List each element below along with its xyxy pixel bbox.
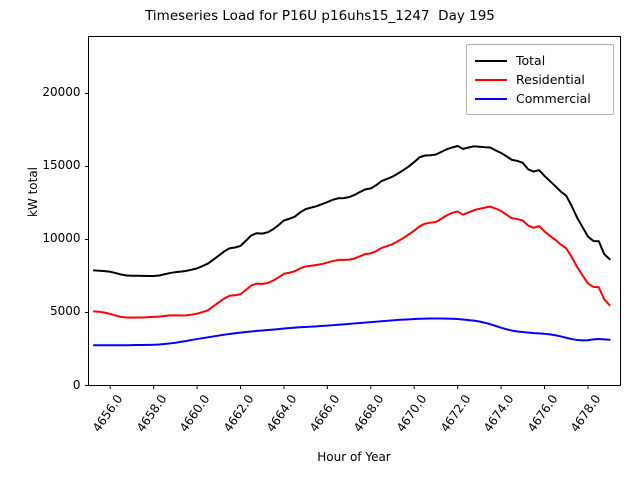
series-line-residential: [92, 205, 611, 319]
chart-title: Timeseries Load for P16U p16uhs15_1247 D…: [145, 8, 495, 24]
axes-frame: [88, 36, 621, 386]
y-tick-label: 20000: [42, 85, 81, 100]
legend-entry-commercial: Commercial: [475, 89, 605, 108]
data-series: [92, 145, 611, 347]
legend-entry-total: Total: [475, 51, 605, 70]
legend-color-swatch-icon: [475, 78, 507, 81]
legend-entry-label: Residential: [516, 72, 585, 87]
y-tick-label: 5000: [49, 304, 81, 319]
axis-ticks: [85, 92, 589, 389]
plot-border: [88, 36, 621, 386]
legend-color-swatch-icon: [475, 59, 507, 62]
legend-entry-residential: Residential: [475, 70, 605, 89]
series-line-total: [92, 145, 611, 277]
series-line-commercial: [92, 317, 611, 347]
legend-entry-label: Commercial: [516, 91, 591, 106]
chart-legend: Total Residential Commercial: [466, 44, 614, 115]
y-tick-label: 0: [72, 377, 81, 392]
y-tick-label: 15000: [42, 158, 81, 173]
y-tick-label: 10000: [42, 231, 81, 246]
legend-color-swatch-icon: [475, 97, 507, 100]
y-axis-label: kW total: [26, 166, 40, 218]
legend-entry-label: Total: [516, 53, 546, 68]
x-axis-label: Hour of Year: [317, 450, 391, 464]
